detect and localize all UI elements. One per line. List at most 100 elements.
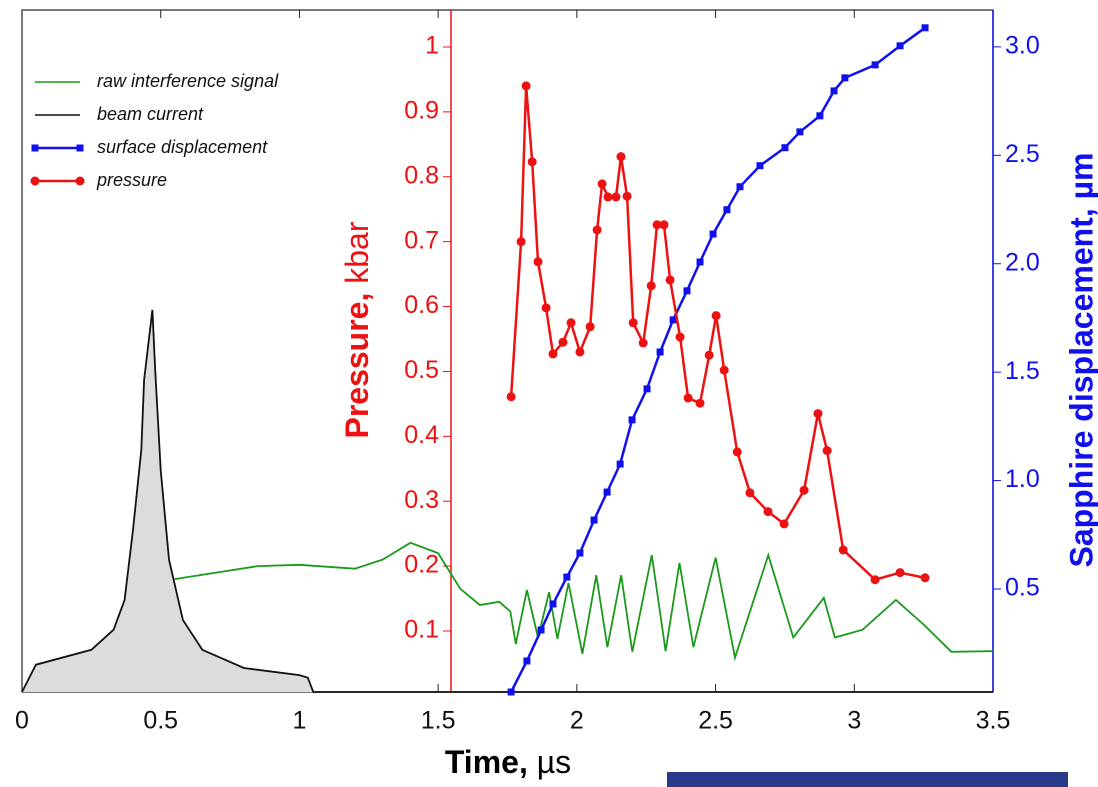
series-line: [21, 309, 993, 693]
y2-tick-label: 3.0: [1005, 31, 1040, 59]
point: [736, 183, 744, 191]
point: [870, 575, 880, 585]
y-tick-label: 0.2: [404, 551, 439, 579]
y-tick-label: 0.1: [404, 616, 439, 644]
point: [921, 24, 929, 32]
y2-axis-label: Sapphire displacement, µm: [1063, 153, 1098, 568]
y-tick-label: 0.7: [404, 226, 439, 254]
point: [781, 144, 789, 152]
point: [590, 516, 598, 524]
x-tick-label: 1: [292, 707, 306, 735]
point: [830, 87, 838, 95]
point: [659, 220, 669, 230]
x-label-unit: µs: [528, 744, 571, 780]
point: [603, 192, 613, 202]
point: [665, 275, 675, 285]
point: [799, 485, 809, 495]
point: [563, 573, 571, 581]
point: [816, 112, 824, 120]
y-axis-label: Pressure, kbar: [339, 221, 375, 438]
point: [675, 332, 685, 342]
point: [683, 287, 691, 295]
point: [558, 337, 568, 347]
point: [611, 192, 621, 202]
point: [756, 162, 764, 170]
x-tick-label: 2: [570, 707, 584, 735]
point: [709, 230, 717, 238]
series-line: [174, 541, 994, 662]
y2-tick-label: 2.5: [1005, 140, 1040, 168]
point: [548, 349, 558, 359]
x-tick-label: 1.5: [421, 707, 456, 735]
y-tick-label: 0.5: [404, 356, 439, 384]
point: [616, 460, 624, 468]
beam-area: [22, 309, 993, 692]
x-label-bold: Time,: [445, 744, 528, 780]
legend-label: surface displacement: [97, 137, 268, 157]
point: [895, 568, 905, 578]
point: [616, 152, 626, 162]
point: [603, 488, 611, 496]
point: [506, 392, 516, 402]
y-label-bold: Pressure,: [339, 293, 375, 439]
point: [719, 365, 729, 375]
point: [541, 303, 551, 313]
point: [704, 350, 714, 360]
y-tick-label: 0.8: [404, 161, 439, 189]
point: [575, 347, 585, 357]
point: [920, 573, 930, 583]
series-line: [509, 26, 926, 693]
y-tick-label: 0.3: [404, 486, 439, 514]
legend-marker: [30, 176, 40, 186]
point: [523, 657, 531, 665]
point: [896, 42, 904, 50]
point: [576, 549, 584, 557]
point: [745, 488, 755, 498]
point: [652, 220, 662, 230]
y2-tick-label: 1.5: [1005, 357, 1040, 385]
y2-tick-label: 0.5: [1005, 574, 1040, 602]
series-line: [509, 85, 926, 582]
y-tick-label: 0.4: [404, 421, 439, 449]
point: [537, 626, 545, 634]
point: [696, 258, 704, 266]
legend-label: raw interference signal: [97, 71, 279, 91]
point: [841, 74, 849, 82]
point: [646, 281, 656, 291]
y2-tick-label: 2.0: [1005, 248, 1040, 276]
point: [695, 398, 705, 408]
y-tick-label: 1: [425, 32, 439, 60]
point: [723, 206, 731, 214]
point: [838, 545, 848, 555]
point: [813, 409, 823, 419]
point: [592, 225, 602, 235]
point: [527, 157, 537, 167]
point: [638, 338, 648, 348]
point: [521, 81, 531, 91]
point: [585, 322, 595, 332]
legend-marker: [31, 144, 39, 152]
point: [779, 519, 789, 529]
y-tick-label: 0.6: [404, 291, 439, 319]
legend-label: pressure: [96, 170, 167, 190]
point: [711, 311, 721, 321]
point: [643, 385, 651, 393]
point: [669, 316, 677, 324]
x-tick-label: 2.5: [698, 707, 733, 735]
point: [871, 61, 879, 69]
point: [683, 393, 693, 403]
point: [822, 446, 832, 456]
point: [533, 257, 543, 267]
x-tick-label: 3: [847, 707, 861, 735]
x-axis-label: Time, µs: [445, 744, 571, 780]
point: [549, 600, 557, 608]
point: [796, 128, 804, 136]
x-tick-label: 0: [15, 707, 29, 735]
y-label-unit: kbar: [339, 221, 375, 292]
y-tick-label: 0.9: [404, 96, 439, 124]
x-tick-label: 0.5: [143, 707, 178, 735]
legend-marker: [75, 176, 85, 186]
point: [566, 318, 576, 328]
image-fragment: [667, 772, 1068, 787]
